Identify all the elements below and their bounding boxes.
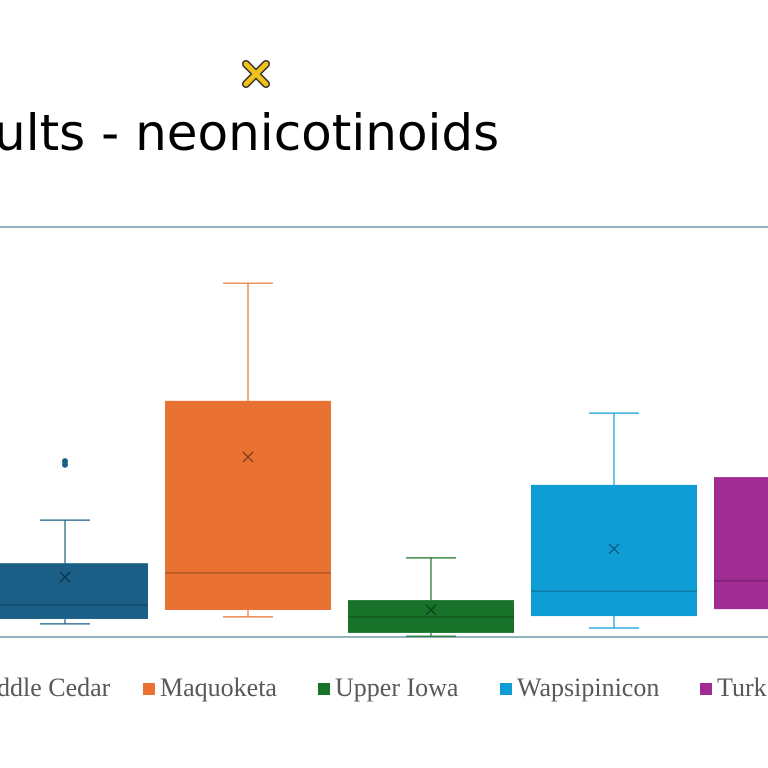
legend-label: Maquoketa (160, 673, 277, 702)
close-icon[interactable] (242, 60, 270, 88)
box (531, 484, 697, 617)
mean-marker (242, 451, 254, 463)
legend-swatch (318, 683, 330, 695)
outlier (62, 461, 68, 468)
box (0, 563, 148, 619)
legend-swatch (143, 683, 155, 695)
legend-label: ddle Cedar (0, 673, 111, 702)
box (165, 400, 331, 610)
legend-label: Upper Iowa (335, 673, 459, 702)
box (714, 477, 768, 610)
mean-marker (608, 543, 620, 555)
legend-swatch (700, 683, 712, 695)
legend-swatch (500, 683, 512, 695)
mean-marker (59, 571, 71, 583)
mean-marker (425, 604, 437, 616)
legend-label: Wapsipinicon (517, 673, 659, 702)
legend-label: Turk (717, 673, 767, 702)
slide-title: ults - neonicotinoids (0, 104, 499, 162)
box (348, 600, 514, 633)
